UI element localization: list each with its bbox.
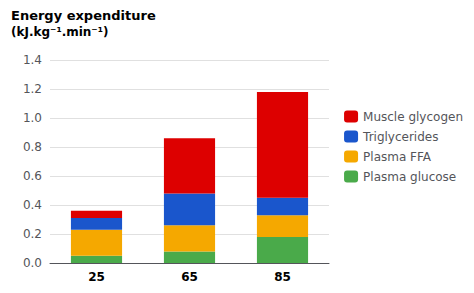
svg-text:Muscle glycogen: Muscle glycogen <box>363 110 463 124</box>
svg-text:Plasma FFA: Plasma FFA <box>363 150 432 164</box>
svg-text:(kJ.kg⁻¹.min⁻¹): (kJ.kg⁻¹.min⁻¹) <box>11 25 108 39</box>
svg-text:65: 65 <box>181 270 198 284</box>
svg-text:0.4: 0.4 <box>23 198 42 212</box>
svg-text:1.4: 1.4 <box>23 53 42 67</box>
svg-text:25: 25 <box>88 270 105 284</box>
svg-text:1.2: 1.2 <box>23 82 42 96</box>
svg-text:Plasma glucose: Plasma glucose <box>363 170 456 184</box>
svg-text:Triglycerides: Triglycerides <box>362 130 438 144</box>
svg-text:0.2: 0.2 <box>23 227 42 241</box>
svg-text:1.0: 1.0 <box>23 111 42 125</box>
svg-text:Energy expenditure: Energy expenditure <box>11 8 156 23</box>
svg-text:0.8: 0.8 <box>23 140 42 154</box>
svg-text:85: 85 <box>274 270 291 284</box>
svg-text:0.6: 0.6 <box>23 169 42 183</box>
svg-text:0.0: 0.0 <box>23 256 42 270</box>
